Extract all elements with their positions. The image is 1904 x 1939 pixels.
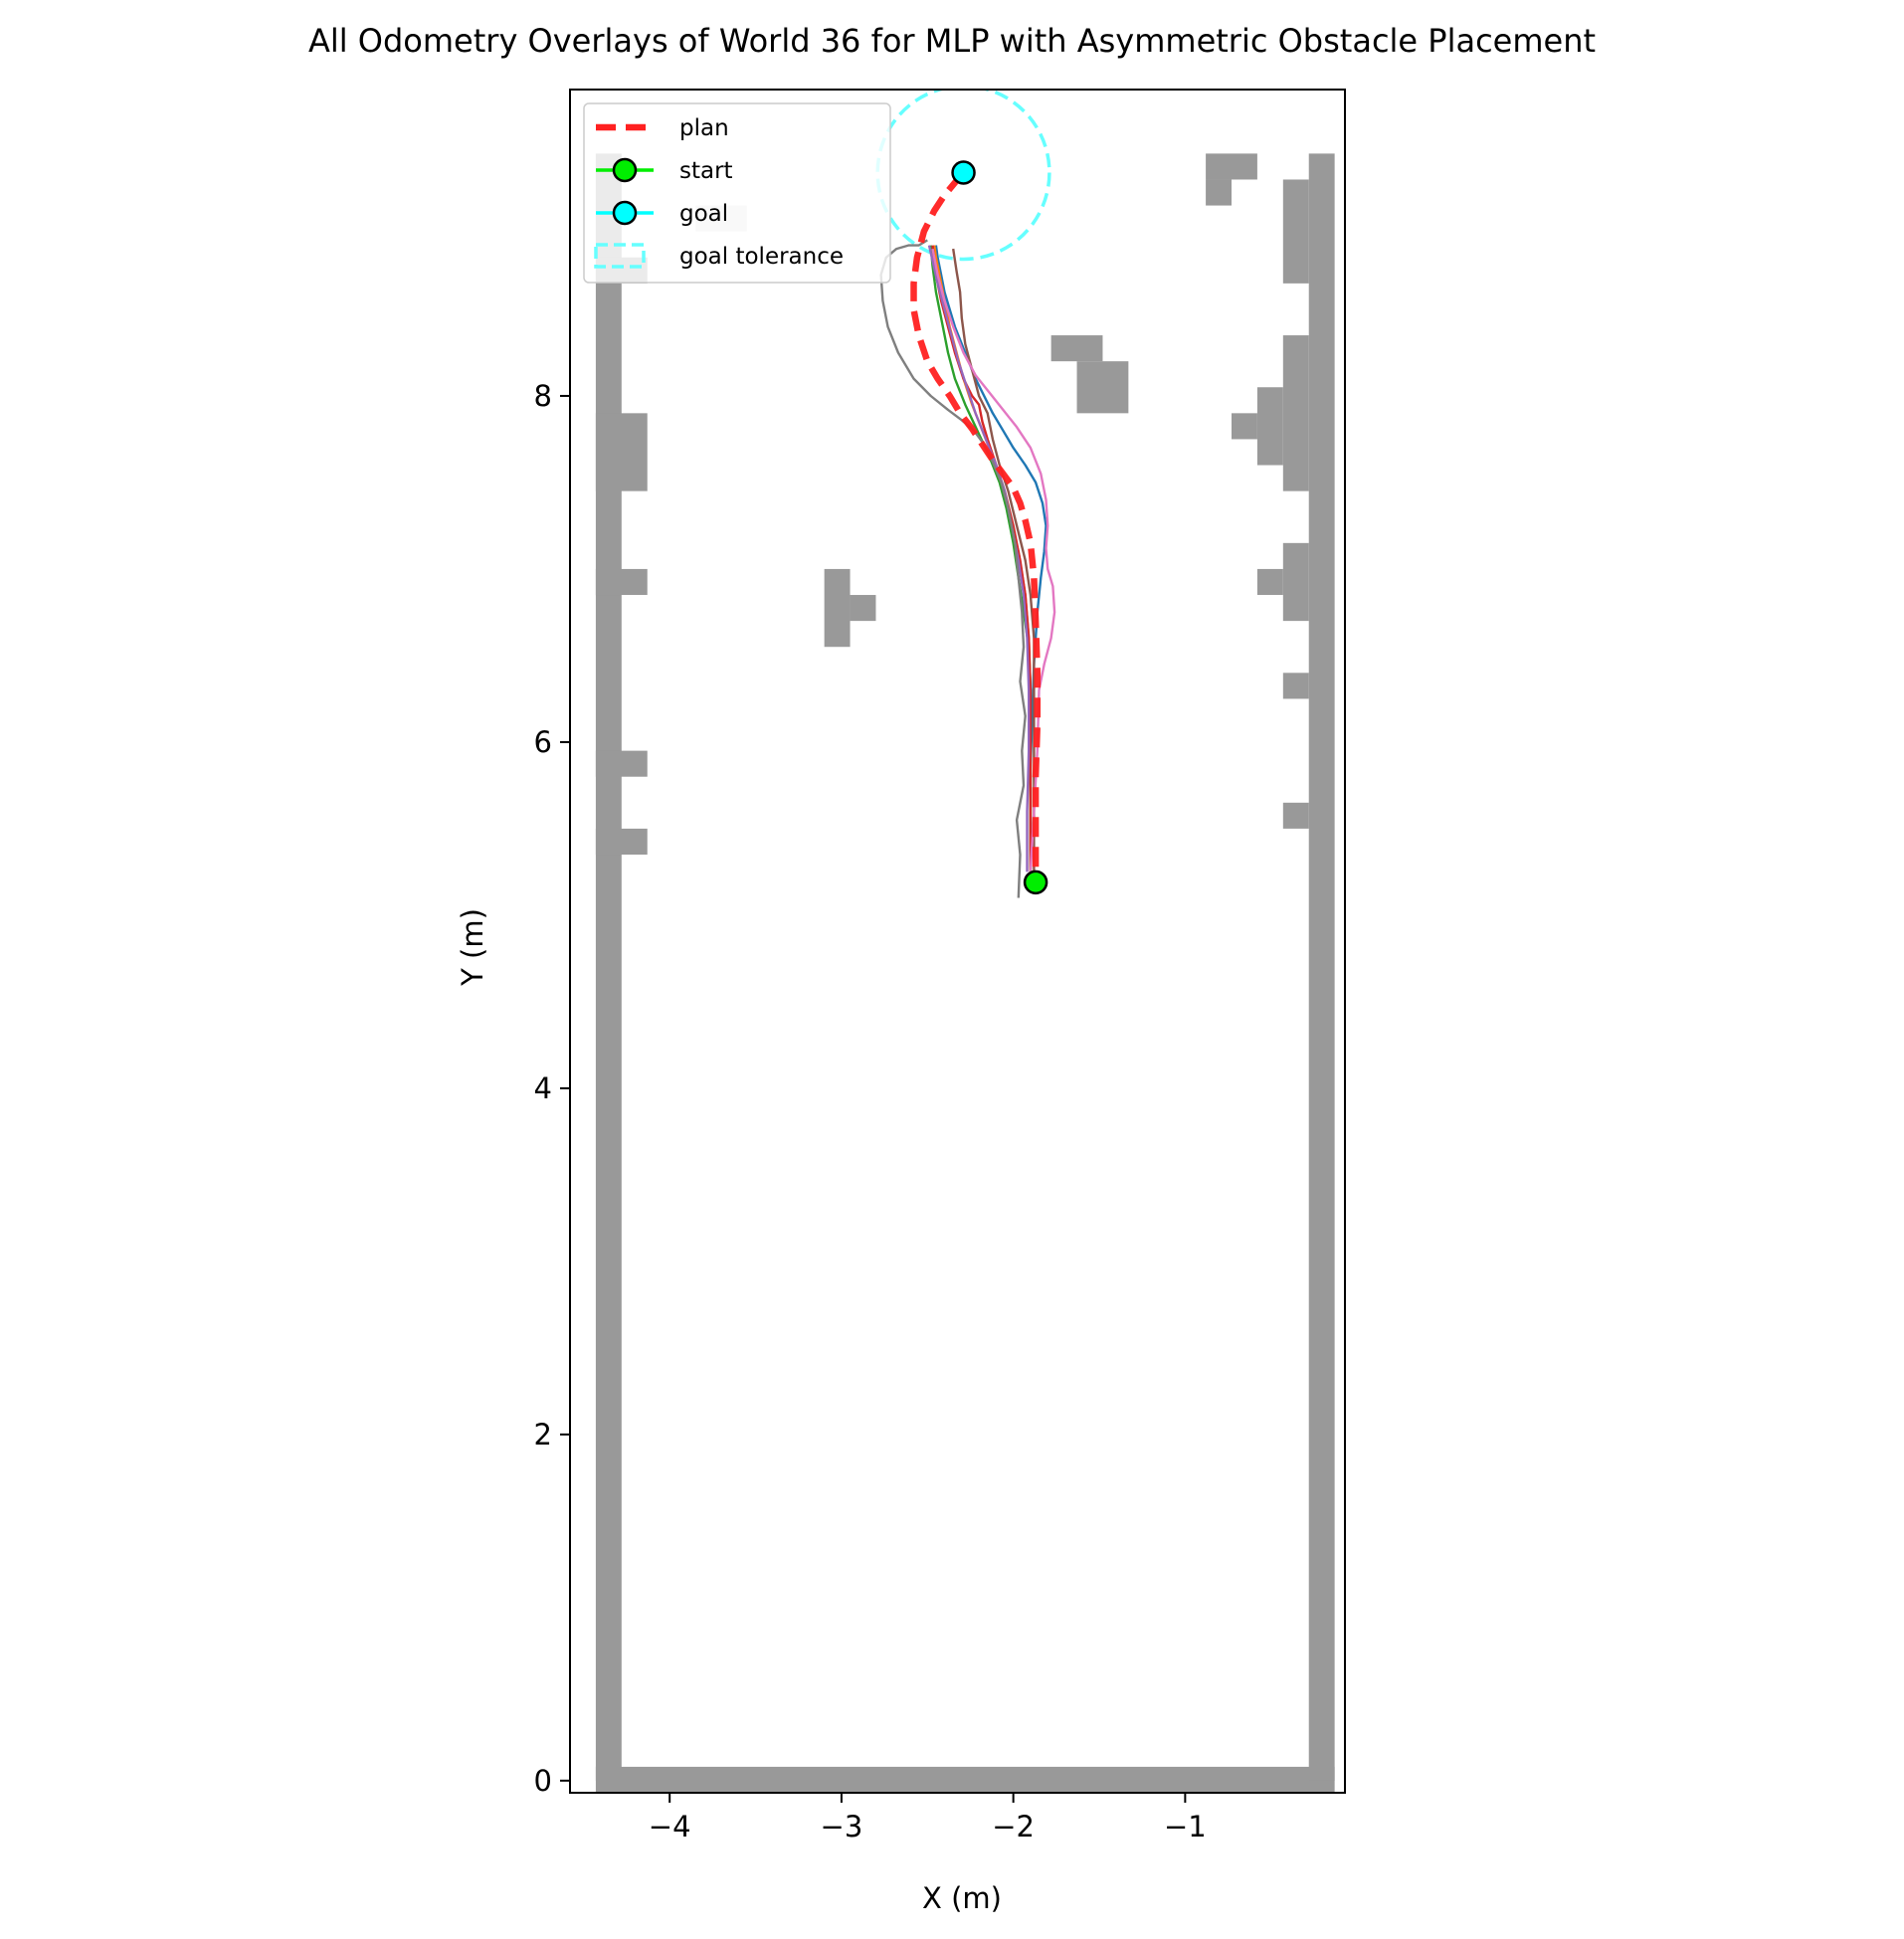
- occupied-cell: [595, 828, 648, 856]
- x-tick-label: −4: [649, 1810, 691, 1843]
- goal-marker: [951, 160, 976, 185]
- plot-area: [595, 90, 1335, 1793]
- occupied-cell: [595, 413, 648, 491]
- y-tick-label: 4: [534, 1071, 552, 1105]
- occupied-cell: [1256, 568, 1283, 596]
- odometry-line-6: [952, 248, 1036, 873]
- occupied-cell: [1206, 179, 1232, 206]
- y-axis-label: Y (m): [456, 908, 489, 987]
- goal-tolerance-circle: [875, 90, 1051, 262]
- occupied-cell: [1282, 542, 1309, 622]
- goal-tolerance-layer: [875, 90, 1051, 262]
- occupied-cell: [1282, 802, 1309, 829]
- occupied-cell: [850, 595, 876, 622]
- legend-label: goal tolerance: [679, 244, 844, 270]
- legend-label: start: [679, 158, 733, 184]
- occupied-cell: [1206, 153, 1257, 180]
- occupancy-map: [595, 153, 1335, 1793]
- chart-title: All Odometry Overlays of World 36 for ML…: [308, 22, 1596, 60]
- occupied-cell: [1282, 673, 1309, 699]
- y-tick-label: 2: [534, 1418, 552, 1452]
- occupied-cell: [595, 153, 622, 1781]
- odometry-line-7: [931, 248, 1056, 873]
- legend: plan start goal goal tolerance: [583, 102, 891, 284]
- occupied-cell: [1282, 179, 1309, 284]
- legend-handle-marker: [612, 157, 638, 183]
- y-axis-ticks: 0 2 4 6 8: [534, 379, 570, 1798]
- occupied-cell: [1076, 361, 1129, 414]
- legend-label: plan: [679, 115, 729, 141]
- y-tick-label: 6: [534, 725, 552, 759]
- axes-frame: [569, 89, 1346, 1794]
- x-tick-label: −3: [821, 1810, 863, 1843]
- occupied-cell: [1050, 335, 1103, 362]
- occupied-cell: [824, 568, 851, 648]
- x-axis-label: X (m): [922, 1881, 1002, 1915]
- x-axis-ticks: −4 −3 −2 −1: [649, 1793, 1207, 1843]
- plan-line: [910, 172, 1042, 868]
- x-tick-label: −2: [992, 1810, 1035, 1843]
- occupied-cell: [1256, 387, 1283, 466]
- legend-label: goal: [679, 201, 728, 227]
- occupied-cell: [1282, 335, 1309, 491]
- legend-box: [583, 102, 891, 284]
- odometry-line-5: [927, 245, 1031, 873]
- occupied-cell: [1232, 413, 1257, 440]
- legend-handle-tolerance: [594, 243, 646, 269]
- y-tick-label: 8: [534, 379, 552, 413]
- occupied-cell: [595, 1766, 1335, 1793]
- start-marker: [1023, 870, 1048, 895]
- plan-layer: [910, 172, 1042, 868]
- occupied-cell: [595, 750, 648, 777]
- y-tick-label: 0: [534, 1764, 552, 1798]
- occupied-cell: [1308, 153, 1335, 1781]
- x-tick-label: −1: [1164, 1810, 1207, 1843]
- legend-handle-marker: [612, 200, 638, 226]
- marker-layer: [951, 160, 1048, 895]
- occupied-cell: [595, 568, 648, 596]
- odometry-series-layer: [879, 239, 1056, 898]
